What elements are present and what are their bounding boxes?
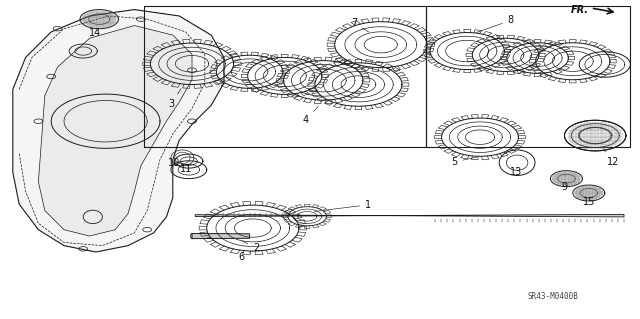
Text: 12: 12 <box>604 149 620 167</box>
Text: 3: 3 <box>168 88 181 109</box>
Text: 6: 6 <box>238 252 250 263</box>
Text: 5: 5 <box>451 157 477 167</box>
Text: 14: 14 <box>88 28 101 38</box>
Text: 2: 2 <box>243 241 259 253</box>
Polygon shape <box>13 10 224 252</box>
Polygon shape <box>192 234 250 239</box>
Text: 15: 15 <box>582 197 595 207</box>
Text: 8: 8 <box>476 15 514 33</box>
Text: FR.: FR. <box>571 5 589 15</box>
Text: 7: 7 <box>351 18 369 32</box>
Text: 11: 11 <box>179 164 192 174</box>
Text: 4: 4 <box>303 107 318 125</box>
Text: 10: 10 <box>168 158 180 168</box>
Text: 9: 9 <box>561 182 568 192</box>
Text: 13: 13 <box>509 167 522 177</box>
Text: SR43-M0400B: SR43-M0400B <box>528 293 579 301</box>
Polygon shape <box>195 214 624 217</box>
Text: 1: 1 <box>314 200 371 211</box>
Polygon shape <box>38 26 192 236</box>
